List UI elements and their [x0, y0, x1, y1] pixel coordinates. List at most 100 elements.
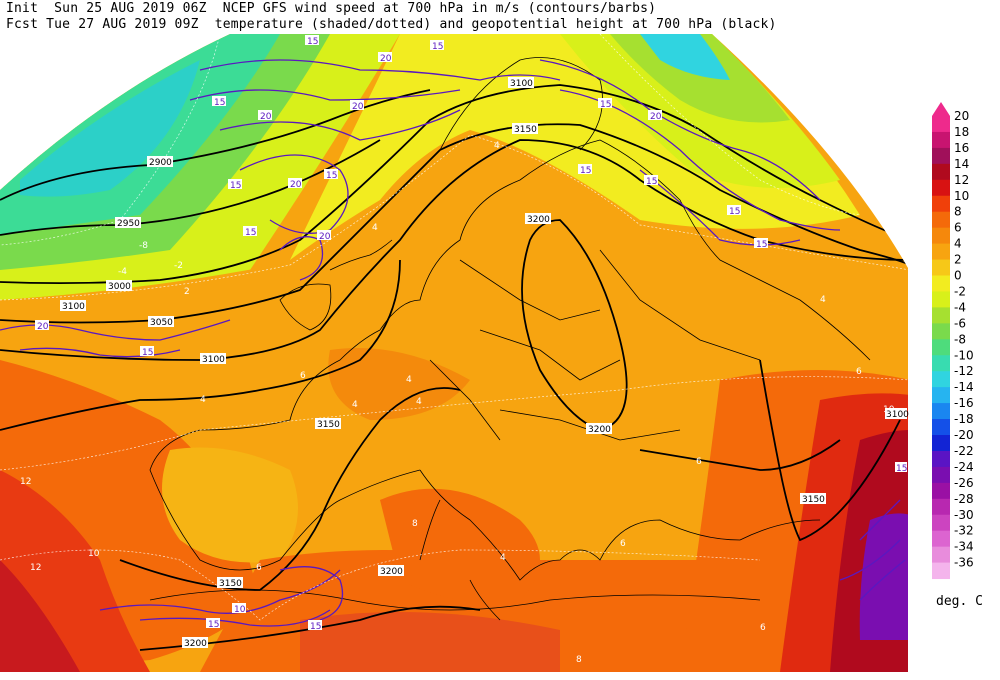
temp-label: 4 — [820, 295, 826, 305]
colorbar-swatch — [932, 562, 950, 580]
svg-text:3150: 3150 — [317, 420, 340, 430]
svg-text:20: 20 — [650, 112, 662, 122]
height-label: 3150 — [217, 577, 243, 589]
speed-label: 15 — [727, 205, 741, 217]
height-labels: 2950 2900 3000 3050 3100 3100 3150 3200 … — [60, 77, 909, 649]
height-label: 3050 — [148, 316, 174, 328]
svg-text:3100: 3100 — [62, 302, 85, 312]
temp-label: 2 — [184, 287, 190, 297]
height-label: 3200 — [182, 637, 208, 649]
colorbar-swatch — [932, 147, 950, 165]
svg-text:15: 15 — [230, 181, 241, 191]
colorbar-swatch — [932, 227, 950, 245]
colorbar-tick-label: -28 — [954, 492, 974, 506]
colorbar-swatch — [932, 195, 950, 213]
temp-label: 6 — [696, 457, 702, 467]
colorbar-tick-label: 6 — [954, 221, 962, 235]
speed-label: 20 — [648, 110, 662, 122]
colorbar-swatch — [932, 275, 950, 292]
temp-label: -2 — [174, 261, 183, 271]
svg-text:3150: 3150 — [219, 579, 242, 589]
svg-text:20: 20 — [37, 322, 49, 332]
colorbar-tick-label: 18 — [954, 125, 969, 139]
svg-text:15: 15 — [432, 42, 443, 52]
colorbar-swatch — [932, 323, 950, 340]
speed-label: 15 — [578, 164, 592, 176]
height-label: 3100 — [200, 353, 226, 365]
svg-text:3150: 3150 — [802, 495, 825, 505]
colorbar-swatch — [932, 419, 950, 436]
height-label: 3100 — [60, 300, 86, 312]
colorbar-unit-label: deg. C — [936, 594, 983, 609]
svg-text:3050: 3050 — [150, 318, 173, 328]
speed-label: 15 — [308, 620, 322, 632]
colorbar-tick-label: -12 — [954, 364, 974, 378]
svg-text:3000: 3000 — [108, 282, 131, 292]
height-label: 3200 — [378, 565, 404, 577]
temp-label: 6 — [256, 563, 262, 573]
colorbar-swatch — [932, 435, 950, 452]
colorbar-swatch — [932, 530, 950, 548]
speed-label: 20 — [378, 52, 392, 64]
colorbar-tick-label: 10 — [954, 189, 969, 203]
svg-text:3200: 3200 — [184, 639, 207, 649]
colorbar-tick-label: -26 — [954, 476, 974, 490]
temp-label: 6 — [620, 539, 626, 549]
svg-text:15: 15 — [214, 98, 225, 108]
height-label: 3000 — [106, 280, 132, 292]
height-label: 3150 — [800, 493, 826, 505]
colorbar-swatch — [932, 498, 950, 516]
svg-text:3100: 3100 — [510, 79, 533, 89]
temperature-contours — [0, 34, 908, 621]
svg-text:15: 15 — [580, 166, 591, 176]
colorbar-tick-label: -10 — [954, 348, 974, 362]
colorbar-swatch — [932, 116, 950, 133]
temp-label: -8 — [139, 241, 148, 251]
colorbar-swatch — [932, 163, 950, 181]
speed-label: 15 — [140, 346, 154, 358]
colorbar-swatch — [932, 482, 950, 500]
speed-label: 15 — [430, 40, 444, 52]
temperature-labels: -4 -8 -2 4 4 2 4 4 4 6 4 6 6 8 4 6 6 12 … — [20, 141, 895, 665]
colorbar-swatch — [932, 339, 950, 356]
colorbar-tick-label: -36 — [954, 556, 974, 570]
temp-label: 12 — [20, 477, 31, 487]
colorbar-tick-label: -8 — [954, 332, 966, 346]
colorbar-tick-label: -22 — [954, 444, 974, 458]
height-label: 3200 — [586, 423, 612, 435]
colorbar-tick-label: -20 — [954, 428, 974, 442]
svg-text:15: 15 — [245, 228, 256, 238]
temp-label: 8 — [576, 655, 582, 665]
header-line-init: Init Sun 25 AUG 2019 06Z NCEP GFS wind s… — [6, 1, 657, 16]
colorbar-tick-label: -14 — [954, 380, 974, 394]
temp-label: 4 — [200, 395, 206, 405]
colorbar-tick-label: 12 — [954, 173, 969, 187]
svg-text:10: 10 — [234, 605, 246, 615]
colorbar-swatch — [932, 307, 950, 324]
temp-label: 8 — [412, 519, 418, 529]
svg-text:20: 20 — [260, 112, 272, 122]
speed-label: 15 — [212, 96, 226, 108]
wind-contours — [0, 59, 906, 627]
speed-label: 20 — [288, 178, 302, 190]
svg-text:3100: 3100 — [886, 410, 909, 420]
svg-text:15: 15 — [142, 348, 153, 358]
svg-text:2950: 2950 — [117, 219, 140, 229]
svg-text:15: 15 — [729, 207, 740, 217]
colorbar-tick-label: 20 — [954, 109, 969, 123]
temperature-field — [0, 34, 908, 672]
colorbar-swatch — [932, 450, 950, 468]
speed-label: 20 — [35, 320, 49, 332]
colorbar-tick-label: -30 — [954, 508, 974, 522]
temp-label: 4 — [500, 553, 506, 563]
colorbar-tick-label: -16 — [954, 396, 974, 410]
colorbar-swatch — [932, 371, 950, 388]
wind-speed-labels: 15 20 20 15 15 20 15 15 20 20 15 15 15 1… — [35, 35, 907, 632]
colorbar-swatch — [932, 291, 950, 308]
colorbar-swatch — [932, 355, 950, 372]
svg-text:15: 15 — [208, 620, 219, 630]
temp-label: 4 — [494, 141, 500, 151]
svg-text:20: 20 — [380, 54, 392, 64]
colorbar-tick-label: 4 — [954, 237, 962, 251]
svg-text:2900: 2900 — [149, 158, 172, 168]
